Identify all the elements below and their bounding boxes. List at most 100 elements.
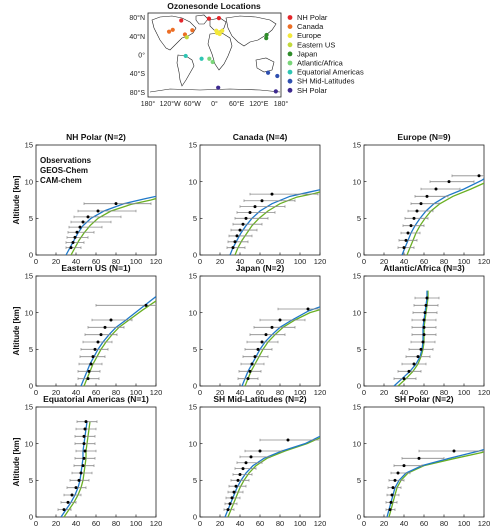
y-tick-label: 0 <box>29 251 33 260</box>
obs-point <box>434 187 438 191</box>
obs-point <box>236 478 240 482</box>
x-tick-label: 40 <box>236 519 244 526</box>
legend-observations: Observations <box>40 156 92 165</box>
obs-point <box>260 199 264 203</box>
y-tick-label: 5 <box>193 476 197 485</box>
y-tick-label: 0 <box>29 382 33 391</box>
obs-point <box>82 456 86 460</box>
obs-point <box>417 456 421 460</box>
obs-point <box>83 449 87 453</box>
x-tick-label: 100 <box>294 388 307 397</box>
region-label: Equatorial Americas <box>297 68 364 77</box>
profile-panel: SH Polar (N=2)020406080100120051015Ozone… <box>353 394 491 526</box>
obs-point <box>93 347 97 351</box>
obs-point <box>407 369 411 373</box>
x-tick-label: 20 <box>380 257 388 266</box>
site-marker <box>184 35 189 40</box>
y-tick-label: 5 <box>29 214 33 223</box>
x-tick-label: 80 <box>440 388 448 397</box>
obs-point <box>419 347 423 351</box>
y-tick-label: 0 <box>193 251 197 260</box>
obs-point <box>231 246 235 250</box>
x-tick-label: 100 <box>458 257 471 266</box>
x-tick-label: 40 <box>400 257 408 266</box>
y-tick-label: 5 <box>29 345 33 354</box>
y-tick-label: 0 <box>357 513 361 522</box>
obs-point <box>396 471 400 475</box>
obs-point <box>419 202 423 206</box>
map-land <box>149 14 281 93</box>
obs-point <box>409 224 413 228</box>
x-tick-label: 60 <box>256 257 264 266</box>
x-tick-label: 60 <box>92 257 100 266</box>
geos-chem-line <box>241 306 320 386</box>
plot-frame <box>199 144 321 256</box>
x-tick-label: 120 <box>314 519 327 526</box>
plot-area <box>397 174 484 255</box>
x-tick-label: 60 <box>92 388 100 397</box>
y-tick-label: 0 <box>357 251 361 260</box>
map-lon-tick: 180° <box>141 100 156 108</box>
y-tick-label: 15 <box>353 141 361 150</box>
panel-title: Europe (N=9) <box>397 132 450 142</box>
obs-point <box>66 500 70 504</box>
obs-point <box>416 355 420 359</box>
x-tick-label: 20 <box>52 388 60 397</box>
site-marker <box>199 56 204 61</box>
obs-point <box>109 318 113 322</box>
map-lon-tick: 0° <box>211 100 218 108</box>
x-tick-label: 80 <box>440 257 448 266</box>
obs-point <box>425 296 429 300</box>
x-tick-label: 120 <box>150 519 163 526</box>
map-lat-tick: 80°N <box>129 14 145 22</box>
map-lon-tick: 60°E <box>229 100 245 108</box>
y-tick-label: 15 <box>353 272 361 281</box>
obs-point <box>393 478 397 482</box>
x-tick-label: 40 <box>72 519 80 526</box>
x-tick-label: 100 <box>130 388 143 397</box>
antarctica-outline <box>149 88 281 93</box>
obs-point <box>402 246 406 250</box>
map-lat-tick: 40°N <box>129 33 145 41</box>
plot-area <box>65 195 156 255</box>
x-tick-label: 0 <box>362 388 366 397</box>
obs-point <box>306 307 310 311</box>
obs-point <box>390 493 394 497</box>
obs-point <box>248 369 252 373</box>
x-tick-label: 120 <box>478 519 491 526</box>
legend-marker <box>287 42 293 48</box>
x-tick-label: 20 <box>380 519 388 526</box>
obs-point <box>425 194 429 198</box>
obs-point <box>244 461 248 465</box>
plot-area <box>77 296 156 386</box>
x-tick-label: 80 <box>440 519 448 526</box>
obs-point <box>477 174 481 178</box>
x-tick-label: 100 <box>294 257 307 266</box>
obs-point <box>258 449 262 453</box>
x-tick-label: 40 <box>400 519 408 526</box>
panel-title: Japan (N=2) <box>236 263 285 273</box>
map-panel: Ozonesonde Locations 80°N 40°N 0° 40°S 80°S 1… <box>129 1 364 108</box>
x-tick-label: 80 <box>112 519 120 526</box>
obs-point <box>270 192 274 196</box>
plot-frame <box>363 144 485 256</box>
site-marker <box>275 73 280 79</box>
obs-point <box>244 216 248 220</box>
site-marker <box>207 56 212 61</box>
obs-point <box>235 234 239 238</box>
obs-point <box>253 205 257 209</box>
plot-area <box>237 306 320 386</box>
site-marker <box>179 18 184 23</box>
x-tick-label: 120 <box>478 257 491 266</box>
map-frame <box>147 12 282 98</box>
x-tick-label: 20 <box>52 257 60 266</box>
obs-point <box>402 377 406 381</box>
obs-point <box>77 478 81 482</box>
y-tick-label: 10 <box>189 177 197 186</box>
profile-panel: Equatorial Americas (N=1)0 20 40 60 80 100 120… <box>12 394 162 526</box>
profile-panel: Canada (N=4) 0 20 40 60 80 100 120 0 5 10 15 <box>189 132 327 266</box>
y-tick-label: 0 <box>357 382 361 391</box>
y-tick-label: 15 <box>189 272 197 281</box>
obs-point <box>423 311 427 315</box>
y-tick-label: 15 <box>353 403 361 412</box>
